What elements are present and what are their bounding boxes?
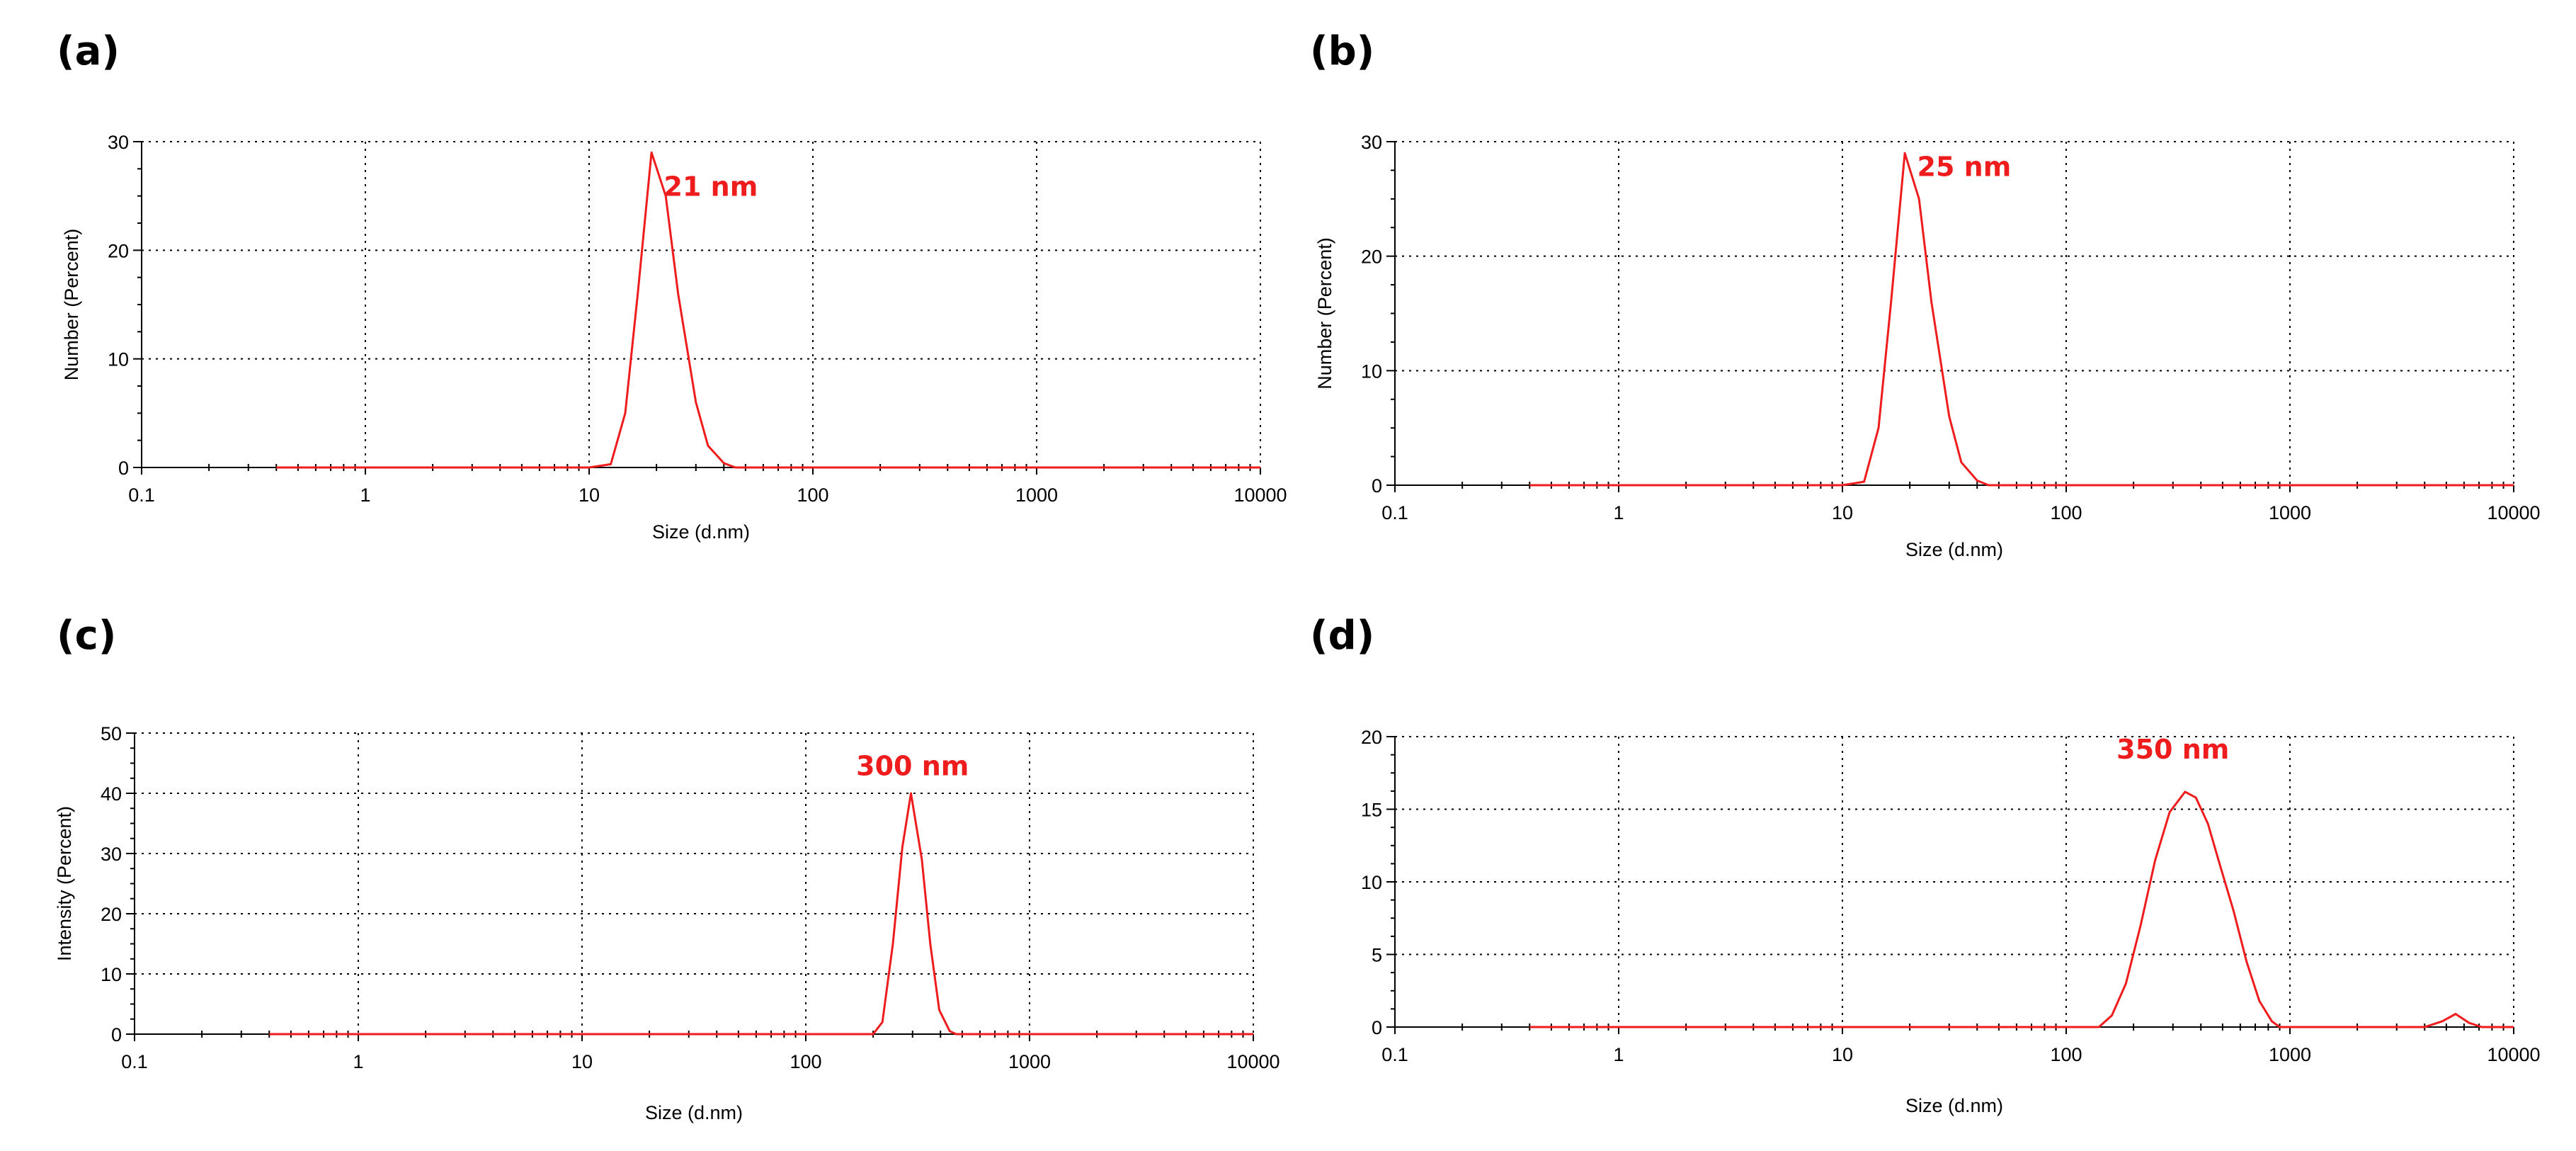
panel-a: (a) 0 10 20 30 0.1 1 10 100 1000 10000 Size (d.nm)…: [42, 14, 1317, 574]
y-tick-label: 30: [108, 132, 129, 153]
x-tick-label: 0.1: [128, 484, 155, 506]
y-tick-label: 0: [1372, 475, 1382, 497]
x-axis-title: Size (d.nm): [645, 1102, 743, 1123]
chart-d: 0 5 10 15 20 0.1 1 10 100 1000 10000 Size (d.nm) 350…: [1361, 727, 2541, 1116]
x-tick-label: 1: [353, 1051, 363, 1072]
chart-c: 0 10 20 30 40 50 0.1 1 10 100 1000 10000 Size (d.nm)…: [54, 723, 1280, 1123]
x-tick-label: 1000: [2269, 1044, 2311, 1065]
x-tick-label: 10000: [2487, 1044, 2540, 1065]
panel-label: (b): [1310, 28, 1375, 74]
x-tick-label: 10: [571, 1051, 593, 1072]
y-tick-label: 50: [101, 723, 122, 744]
y-tick-label: 10: [1361, 361, 1382, 382]
y-tick-label: 30: [101, 844, 122, 865]
x-tick-label: 1: [360, 484, 370, 506]
panel-b: (b) 0 10 20 30 0.1 1 10 100 1000 10000 Size (d.nm)…: [1296, 14, 2570, 574]
y-tick-label: 0: [118, 458, 129, 479]
y-tick-label: 5: [1372, 945, 1382, 966]
peak-label: 25 nm: [1917, 152, 2012, 183]
x-tick-label: 100: [2050, 1044, 2082, 1065]
x-tick-label: 10000: [2487, 502, 2540, 523]
peak-label: 300 nm: [856, 751, 969, 782]
x-tick-label: 10: [1832, 502, 1853, 523]
x-axis-title: Size (d.nm): [1905, 1095, 2003, 1116]
x-tick-label: 0.1: [1381, 502, 1408, 523]
y-tick-label: 20: [108, 240, 129, 261]
x-tick-label: 0.1: [1381, 1044, 1408, 1065]
x-tick-label: 100: [797, 484, 828, 506]
chart-a: 0 10 20 30 0.1 1 10 100 1000 10000 Size (d.nm) Numb…: [61, 132, 1287, 543]
x-tick-label: 1000: [1008, 1051, 1051, 1072]
y-tick-label: 10: [108, 349, 129, 370]
panel-label: (c): [57, 613, 117, 659]
y-tick-label: 0: [111, 1024, 122, 1045]
y-axis-title: Number (Percent): [1314, 237, 1335, 390]
panel-d: (d) 0 5 10 15 20 0.1 1 10 100 1000 10000 Size (d.nm…: [1296, 588, 2570, 1147]
y-tick-label: 10: [1361, 872, 1382, 893]
x-tick-label: 1: [1613, 502, 1624, 523]
x-tick-label: 100: [2050, 502, 2082, 523]
y-tick-label: 10: [101, 964, 122, 985]
y-tick-label: 30: [1361, 132, 1382, 153]
x-tick-label: 100: [790, 1051, 821, 1072]
y-tick-label: 20: [1361, 246, 1382, 268]
panel-label: (d): [1310, 613, 1375, 659]
series-line: [1529, 152, 2514, 487]
y-axis-title: Number (Percent): [61, 229, 82, 381]
y-tick-label: 20: [1361, 727, 1382, 748]
y-tick-label: 0: [1372, 1017, 1382, 1038]
y-tick-label: 20: [101, 904, 122, 925]
peak-label: 21 nm: [664, 171, 758, 203]
x-tick-label: 0.1: [121, 1051, 148, 1072]
series-line: [1529, 790, 2514, 1028]
y-tick-label: 15: [1361, 800, 1382, 821]
x-tick-label: 10000: [1233, 484, 1287, 506]
x-tick-label: 1000: [2269, 502, 2311, 523]
series-line: [269, 792, 1253, 1036]
peak-label: 350 nm: [2116, 734, 2229, 765]
x-axis-title: Size (d.nm): [1905, 539, 2003, 560]
panel-c: (c) 0 10 20 30 40 50 0.1 1 10 100 1000 10000 Size (d…: [42, 588, 1317, 1147]
x-tick-label: 1: [1613, 1044, 1624, 1065]
x-tick-label: 10000: [1226, 1051, 1280, 1072]
chart-b: 0 10 20 30 0.1 1 10 100 1000 10000 Size (d.nm) Numb…: [1314, 132, 2541, 560]
x-tick-label: 10: [1832, 1044, 1853, 1065]
y-tick-label: 40: [101, 783, 122, 805]
panel-label: (a): [57, 28, 120, 74]
x-axis-title: Size (d.nm): [652, 521, 750, 543]
series-line: [276, 151, 1260, 469]
y-axis-title: Intensity (Percent): [54, 806, 75, 961]
x-tick-label: 10: [579, 484, 600, 506]
x-tick-label: 1000: [1015, 484, 1058, 506]
